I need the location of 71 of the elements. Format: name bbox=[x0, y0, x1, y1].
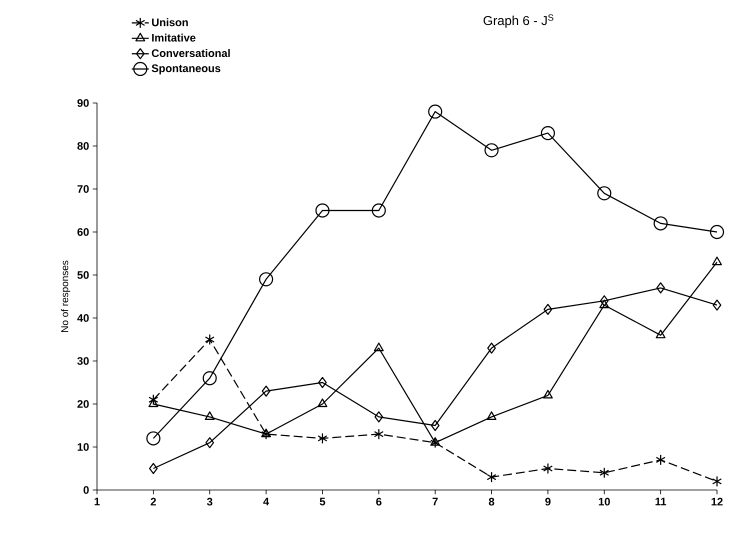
x-tick-label: 2 bbox=[150, 498, 156, 506]
y-tick-label: 10 bbox=[78, 443, 89, 451]
point bbox=[259, 272, 274, 286]
point bbox=[374, 411, 384, 422]
point bbox=[430, 437, 440, 446]
y-tick-label: 40 bbox=[77, 314, 89, 322]
point bbox=[597, 186, 612, 200]
point bbox=[486, 472, 496, 483]
y-tick-label: 50 bbox=[77, 271, 89, 279]
point bbox=[710, 224, 724, 240]
point bbox=[540, 126, 555, 140]
point bbox=[318, 398, 328, 408]
y-tick-label: 30 bbox=[77, 357, 89, 365]
x-tick-label: 5 bbox=[320, 498, 326, 506]
point bbox=[656, 282, 665, 294]
point bbox=[599, 467, 610, 478]
point bbox=[543, 462, 553, 474]
point bbox=[146, 431, 160, 446]
x-tick-label: 9 bbox=[545, 498, 551, 506]
x-tick-label: 4 bbox=[263, 498, 270, 506]
y-axis-title: No of responses bbox=[60, 260, 70, 332]
x-tick-label: 10 bbox=[598, 498, 610, 506]
point bbox=[600, 295, 609, 306]
point bbox=[318, 376, 327, 388]
point bbox=[315, 203, 330, 218]
point bbox=[486, 411, 496, 420]
point bbox=[262, 386, 270, 397]
point bbox=[487, 342, 496, 354]
point bbox=[204, 411, 215, 420]
point bbox=[205, 437, 214, 448]
legend-label: Imitative bbox=[152, 34, 196, 42]
point bbox=[428, 104, 442, 119]
legend-label: Unison bbox=[152, 18, 188, 26]
point bbox=[543, 390, 553, 398]
point bbox=[149, 462, 158, 474]
point bbox=[712, 256, 722, 266]
point bbox=[202, 371, 217, 386]
x-tick-label: 6 bbox=[376, 498, 382, 506]
y-tick-label: 0 bbox=[84, 486, 89, 494]
x-tick-label: 12 bbox=[712, 498, 723, 506]
x-tick-label: 7 bbox=[432, 498, 438, 506]
y-tick-label: 80 bbox=[77, 142, 89, 150]
y-tick-label: 90 bbox=[77, 99, 89, 107]
point bbox=[372, 203, 386, 218]
point bbox=[656, 330, 666, 338]
y-tick-label: 20 bbox=[77, 400, 89, 408]
point bbox=[261, 428, 272, 440]
point bbox=[261, 428, 272, 438]
point bbox=[148, 398, 158, 408]
point bbox=[374, 342, 384, 352]
x-tick-label: 3 bbox=[206, 498, 212, 506]
point bbox=[654, 216, 668, 230]
point bbox=[484, 143, 499, 158]
legend-label: Conversational bbox=[152, 49, 230, 58]
point bbox=[712, 300, 722, 311]
point bbox=[318, 432, 328, 444]
point bbox=[656, 454, 666, 466]
point bbox=[599, 300, 610, 308]
point bbox=[430, 420, 440, 432]
x-tick-label: 11 bbox=[656, 498, 666, 506]
point bbox=[204, 334, 215, 346]
point bbox=[544, 304, 552, 315]
y-tick-label: 60 bbox=[77, 228, 89, 236]
point bbox=[712, 476, 722, 487]
x-tick-label: 8 bbox=[488, 498, 494, 506]
chart-title: Graph 6 - J$^{S}$ bbox=[484, 14, 554, 28]
y-tick-label: 70 bbox=[78, 185, 89, 193]
point bbox=[430, 437, 440, 448]
legend-label: Spontaneous bbox=[152, 64, 220, 74]
point bbox=[374, 428, 384, 440]
x-tick-label: 1 bbox=[94, 498, 100, 506]
